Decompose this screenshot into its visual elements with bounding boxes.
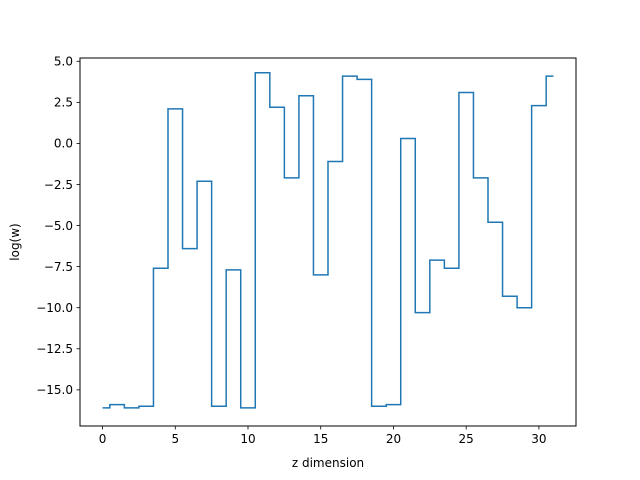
x-tick-label: 5 xyxy=(171,432,179,446)
y-tick-label: 2.5 xyxy=(54,96,73,110)
y-tick-label: 5.0 xyxy=(54,55,73,69)
x-tick-label: 15 xyxy=(313,432,328,446)
y-axis: 5.0 2.5 0.0 −2.5 −5.0 −7.5 −10.0 −12.5 −15.0 xyxy=(36,55,80,397)
x-tick-label: 10 xyxy=(240,432,255,446)
y-axis-label: log(w) xyxy=(8,223,22,260)
y-tick-label: −5.0 xyxy=(44,219,73,233)
series-line-0 xyxy=(102,72,554,409)
y-tick-label: −12.5 xyxy=(36,342,73,356)
y-tick-label: −10.0 xyxy=(36,301,73,315)
y-tick-label: −2.5 xyxy=(44,178,73,192)
x-axis-label: z dimension xyxy=(292,456,364,470)
x-tick-label: 30 xyxy=(531,432,546,446)
y-tick-label: −7.5 xyxy=(44,260,73,274)
x-tick-label: 20 xyxy=(386,432,401,446)
y-tick-label: 0.0 xyxy=(54,137,73,151)
x-axis: 0 5 10 15 20 25 30 xyxy=(99,426,547,446)
y-tick-label: −15.0 xyxy=(36,383,73,397)
axes-frame xyxy=(79,57,577,427)
x-tick-label: 0 xyxy=(99,432,107,446)
x-tick-label: 25 xyxy=(459,432,474,446)
plot-area xyxy=(102,72,554,409)
